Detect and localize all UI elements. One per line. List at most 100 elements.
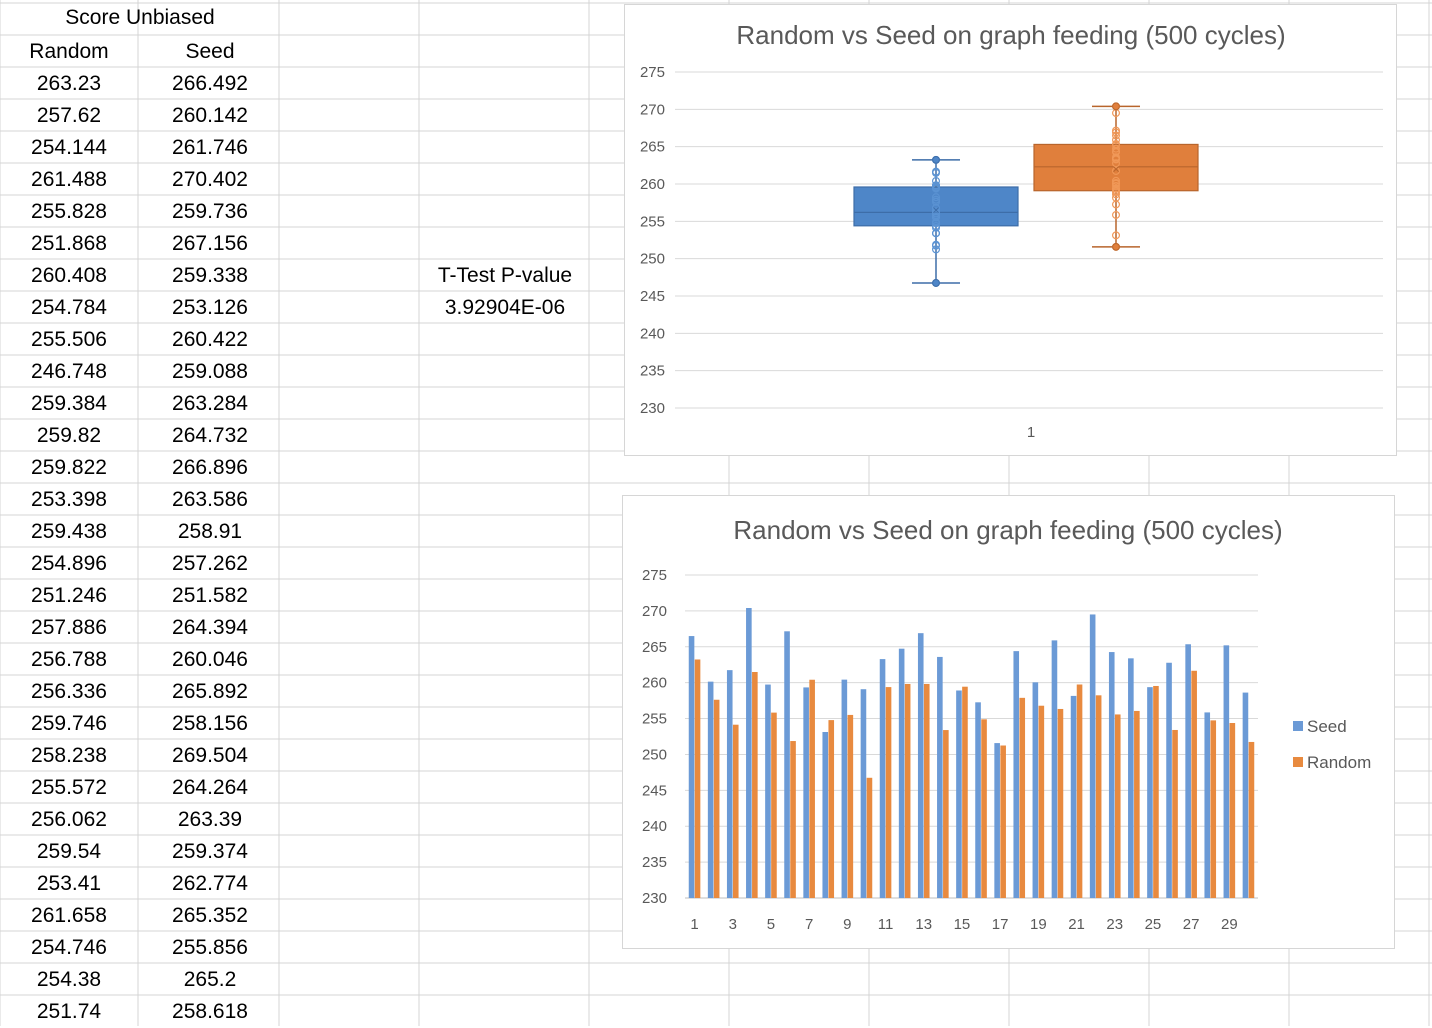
random-cell[interactable]: 251.74 (36, 1000, 102, 1023)
bar-random (1114, 714, 1121, 898)
box-extreme-point (1112, 102, 1120, 111)
seed-cell[interactable]: 262.774 (172, 872, 248, 895)
box-data-point (932, 167, 941, 176)
random-cell[interactable]: 253.398 (31, 488, 107, 511)
ttest-value[interactable]: 3.92904E-06 (444, 296, 566, 319)
random-cell[interactable]: 257.62 (36, 104, 102, 127)
seed-cell[interactable]: 259.088 (172, 360, 248, 383)
seed-cell[interactable]: 258.618 (172, 1000, 248, 1023)
bar-x-tick-label: 1 (690, 916, 698, 933)
seed-cell[interactable]: 260.422 (172, 328, 248, 351)
bar-seed (1242, 692, 1249, 898)
bar-seed (1032, 682, 1039, 898)
bar-random (713, 699, 720, 898)
bar-chart[interactable]: Random vs Seed on graph feeding (500 cyc… (622, 495, 1395, 949)
seed-cell[interactable]: 259.338 (172, 264, 248, 287)
random-cell[interactable]: 254.896 (31, 552, 107, 575)
ttest-label[interactable]: T-Test P-value (437, 264, 573, 287)
random-cell[interactable]: 246.748 (31, 360, 107, 383)
seed-cell[interactable]: 265.2 (183, 968, 237, 991)
box-y-tick-label: 255 (640, 213, 665, 230)
seed-cell[interactable]: 266.896 (172, 456, 248, 479)
random-cell[interactable]: 257.886 (31, 616, 107, 639)
seed-cell[interactable]: 255.856 (172, 936, 248, 959)
bar-random (923, 683, 930, 898)
legend-label-seed: Seed (1307, 717, 1347, 736)
seed-cell[interactable]: 264.394 (172, 616, 248, 639)
bar-seed (726, 670, 733, 898)
random-cell[interactable]: 259.384 (31, 392, 107, 415)
bar-seed (860, 689, 867, 898)
seed-cell[interactable]: 257.262 (172, 552, 248, 575)
seed-cell[interactable]: 263.284 (172, 392, 248, 415)
seed-cell[interactable]: 264.732 (172, 424, 248, 447)
box-chart[interactable]: Random vs Seed on graph feeding (500 cyc… (624, 4, 1397, 456)
random-cell[interactable]: 261.658 (31, 904, 107, 927)
random-cell[interactable]: 255.828 (31, 200, 107, 223)
random-cell[interactable]: 259.438 (31, 520, 107, 543)
bar-x-tick-label: 7 (805, 916, 813, 933)
box-data-point (1112, 179, 1121, 188)
bar-seed (765, 684, 771, 898)
seed-cell[interactable]: 267.156 (172, 232, 248, 255)
box-data-point (932, 221, 941, 230)
random-cell[interactable]: 259.82 (36, 424, 102, 447)
random-cell[interactable]: 259.54 (36, 840, 102, 863)
seed-cell[interactable]: 259.374 (172, 840, 248, 863)
bar-seed (803, 687, 809, 898)
box-data-point (932, 195, 941, 204)
bar-chart-svg: Random vs Seed on graph feeding (500 cyc… (642, 515, 1371, 933)
bar-random (809, 679, 815, 898)
box-data-point (932, 213, 941, 222)
box-extreme-point (932, 279, 940, 287)
random-cell[interactable]: 258.238 (31, 744, 107, 767)
seed-cell[interactable]: 258.91 (177, 520, 243, 543)
seed-cell[interactable]: 264.264 (172, 776, 248, 799)
box-y-tick-label: 230 (640, 400, 665, 417)
random-cell[interactable]: 251.868 (31, 232, 107, 255)
box-y-tick-label: 265 (640, 139, 665, 156)
random-cell[interactable]: 255.506 (31, 328, 107, 351)
random-column-header[interactable]: Random (29, 40, 109, 63)
bar-seed (937, 656, 943, 898)
bar-random (694, 659, 701, 898)
random-cell[interactable]: 256.062 (31, 808, 107, 831)
random-cell[interactable]: 254.746 (31, 936, 107, 959)
box-extreme-point (1112, 242, 1120, 251)
bar-y-tick-label: 230 (642, 890, 667, 907)
seed-cell[interactable]: 266.492 (172, 72, 248, 95)
random-cell[interactable]: 256.788 (31, 648, 107, 671)
random-cell[interactable]: 256.336 (31, 680, 107, 703)
random-cell[interactable]: 254.38 (36, 968, 102, 991)
seed-cell[interactable]: 259.736 (172, 200, 248, 223)
bar-y-tick-label: 245 (642, 782, 667, 799)
seed-cell[interactable]: 263.39 (177, 808, 243, 831)
random-cell[interactable]: 261.488 (31, 168, 107, 191)
bar-seed (994, 743, 1000, 898)
random-cell[interactable]: 259.822 (31, 456, 107, 479)
bar-random (1134, 710, 1140, 898)
seed-cell[interactable]: 261.746 (172, 136, 248, 159)
random-cell[interactable]: 260.408 (31, 264, 107, 287)
seed-cell[interactable]: 265.892 (172, 680, 248, 703)
random-cell[interactable]: 254.144 (31, 136, 107, 159)
seed-cell[interactable]: 270.402 (172, 168, 248, 191)
random-cell[interactable]: 253.41 (36, 872, 102, 895)
seed-cell[interactable]: 260.046 (172, 648, 248, 671)
seed-cell[interactable]: 260.142 (172, 104, 248, 127)
random-cell[interactable]: 254.784 (31, 296, 107, 319)
bar-x-tick-label: 23 (1106, 916, 1123, 933)
box-data-point (1112, 210, 1121, 219)
random-cell[interactable]: 263.23 (36, 72, 102, 95)
seed-cell[interactable]: 258.156 (172, 712, 248, 735)
random-cell[interactable]: 255.572 (31, 776, 107, 799)
seed-cell[interactable]: 251.582 (172, 584, 248, 607)
seed-cell[interactable]: 269.504 (172, 744, 248, 767)
random-cell[interactable]: 259.746 (31, 712, 107, 735)
seed-column-header[interactable]: Seed (185, 40, 235, 63)
score-unbiased-header[interactable]: Score Unbiased (65, 6, 215, 29)
random-cell[interactable]: 251.246 (31, 584, 107, 607)
seed-cell[interactable]: 265.352 (172, 904, 248, 927)
seed-cell[interactable]: 263.586 (172, 488, 248, 511)
seed-cell[interactable]: 253.126 (172, 296, 248, 319)
